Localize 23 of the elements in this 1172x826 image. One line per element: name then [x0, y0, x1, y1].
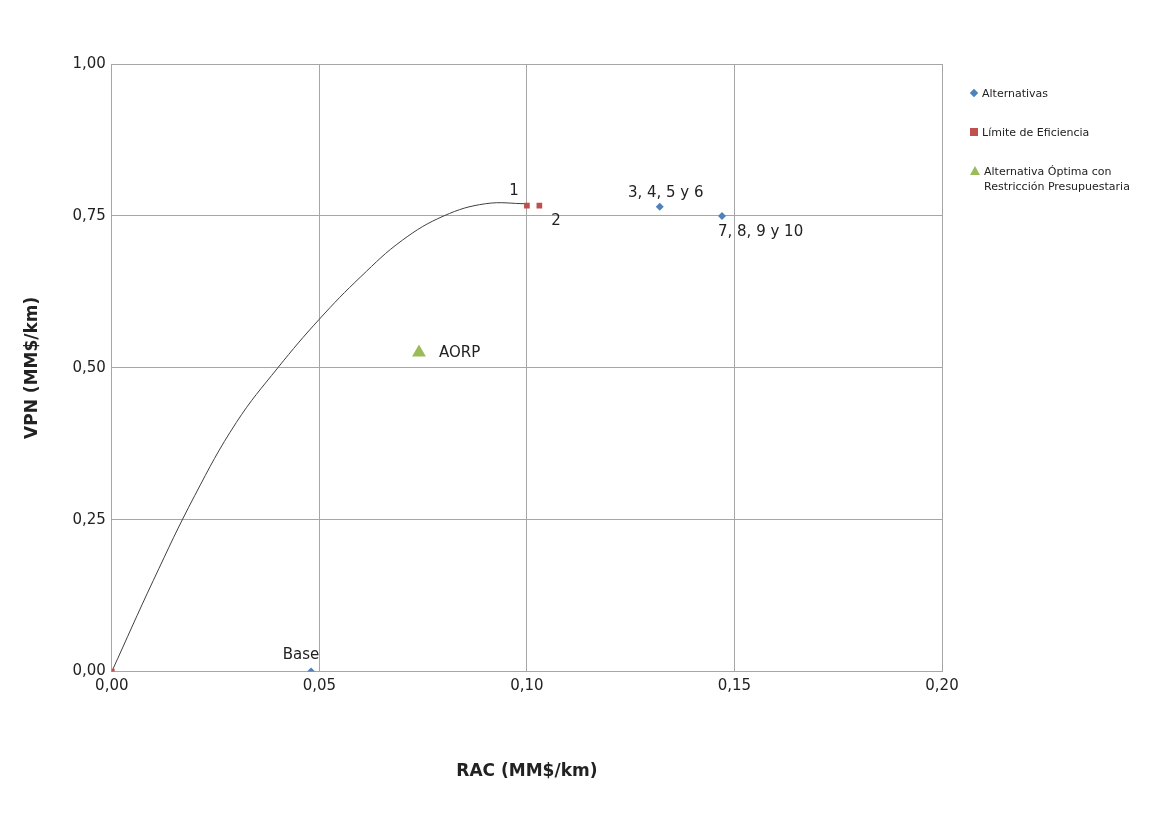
- annotation: Base: [282, 645, 320, 664]
- legend-label: Alternativas: [982, 86, 1049, 101]
- y-tick-label: 0,50: [72, 357, 106, 376]
- annotation: 2: [551, 211, 561, 230]
- point: [524, 202, 530, 209]
- annotation: 7, 8, 9 y 10: [718, 221, 804, 240]
- x-tick-label: 0,05: [302, 676, 337, 695]
- annotation: 3, 4, 5 y 6: [627, 182, 704, 201]
- point: [655, 202, 664, 211]
- legend-label: Alternativa Óptima con Restricción Presupuestaria: [984, 164, 1131, 194]
- y-axis-title: VPN (MM$/km): [20, 296, 41, 439]
- y-tick-label: 0,75: [72, 205, 106, 224]
- legend-label: Límite de Eficiencia: [982, 125, 1090, 140]
- point: [412, 344, 426, 357]
- x-tick-label: 0,20: [925, 676, 959, 695]
- x-axis-title: RAC (MM$/km): [456, 760, 598, 781]
- annotation: AORP: [438, 342, 481, 361]
- x-tick-label: 0,10: [510, 676, 544, 695]
- point: [718, 211, 726, 220]
- annotation: 1: [509, 181, 519, 200]
- x-tick-label: 0,15: [717, 676, 752, 695]
- y-tick-label: 0,25: [72, 509, 106, 528]
- y-tick-label: 1,00: [72, 53, 106, 72]
